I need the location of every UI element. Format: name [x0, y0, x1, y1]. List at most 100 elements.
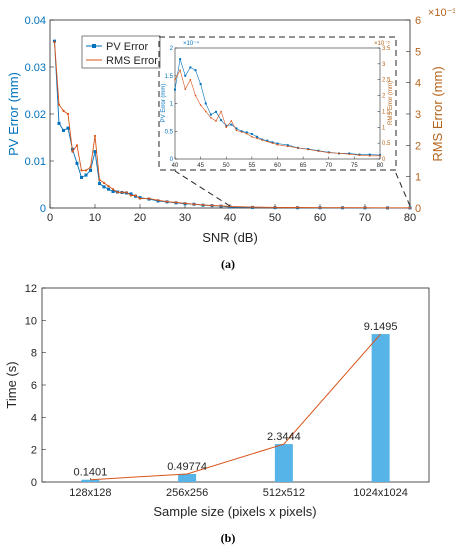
inset-y-right-tick-label: 1 — [382, 125, 386, 131]
pv-point — [57, 121, 61, 125]
inset-rms-point — [199, 104, 202, 106]
inset-rms-point — [256, 137, 258, 140]
bar-512x512 — [274, 444, 293, 482]
rms-point — [273, 206, 277, 209]
y-right-tick-label: 3 — [415, 109, 421, 121]
inset-left-exponent: ×10⁻⁴ — [183, 40, 199, 47]
inset-rms-point — [317, 150, 320, 152]
x-tick-label: 80 — [404, 212, 416, 224]
pv-point — [98, 182, 101, 186]
panel-a-right-exponent: ×10⁻³ — [428, 7, 455, 19]
inset-rms-point — [271, 142, 274, 144]
inset-y-left-tick-label: 1.5 — [165, 74, 174, 80]
panel-a-y-left-ticks: 0 0.01 0.02 0.03 0.04 — [25, 15, 54, 215]
y-right-tick-label: 1 — [415, 172, 421, 184]
inset-pv-point — [235, 127, 238, 130]
inset-pv-point — [220, 119, 223, 122]
inset-pv-point — [215, 110, 217, 113]
y-left-tick-label: 0.04 — [25, 15, 46, 27]
rms-point — [296, 206, 299, 209]
rms-point — [107, 184, 110, 188]
inset-y-left-tick-label: 0.5 — [165, 129, 174, 135]
inset-rms-point — [297, 147, 299, 149]
pv-point — [66, 126, 70, 130]
inset-rms-point — [276, 143, 279, 146]
legend-box — [81, 35, 161, 69]
panel-a-legend: PV Error RMS Error — [81, 35, 161, 69]
rms-point — [53, 40, 56, 44]
inset-rms-point — [220, 110, 222, 113]
inset-x-ticks: 40 45 50 55 60 65 70 75 80 — [172, 156, 384, 169]
x-tick-label: 1024x1024 — [353, 487, 407, 499]
y-tick-label: 8 — [31, 348, 37, 360]
inset-y-left-tick-label: 0 — [170, 157, 174, 163]
panel-b: 0 2 4 6 8 10 12 128x128 256x256 512x512 1024x1024… — [4, 283, 430, 545]
rms-point — [165, 200, 169, 203]
x-tick-label: 50 — [269, 212, 281, 224]
pv-point — [107, 187, 110, 191]
inset-connector-right — [394, 170, 411, 207]
inset-rms-point — [215, 120, 217, 122]
inset-pv-point — [250, 133, 253, 136]
inset-rms-point — [368, 155, 371, 157]
x-tick-label: 128x128 — [69, 487, 111, 499]
panel-b-plot-frame — [41, 287, 430, 483]
inset-y-right-tick-label: 3 — [382, 62, 386, 68]
pv-point — [102, 185, 106, 189]
inset-rms-point — [251, 136, 253, 138]
pv-point — [75, 161, 79, 165]
inset-pv-point — [194, 69, 197, 72]
x-tick-label: 512x512 — [263, 487, 305, 499]
inset-pv-point — [276, 142, 279, 145]
inset-connector-left — [174, 170, 231, 207]
pv-point — [111, 190, 115, 194]
panel-a-x-ticks: 0 10 20 30 40 50 60 70 80 — [47, 204, 416, 224]
inset-rms-point — [307, 148, 310, 151]
y-right-tick-label: 4 — [415, 78, 421, 90]
y-tick-label: 4 — [31, 412, 37, 424]
rms-point — [102, 181, 106, 185]
inset-x-tick-label: 80 — [377, 163, 384, 169]
inset-pv-point — [189, 66, 192, 69]
inset-y-left-ticks: 0 0.5 1 1.5 2 — [165, 46, 178, 163]
y-left-tick-label: 0.01 — [25, 156, 46, 168]
panel-a-right-axis-title: RMS Error (mm) — [430, 66, 445, 161]
legend-pv-label: PV Error — [106, 41, 149, 53]
inset-right-exponent: ×10⁻⁵ — [374, 40, 390, 47]
rms-point — [318, 206, 322, 209]
rms-point — [71, 150, 74, 153]
inset-pv-point — [179, 58, 182, 61]
x-tick-label: 10 — [89, 212, 101, 224]
inset-y-right-tick-label: 0 — [382, 157, 386, 163]
pv-point — [93, 150, 97, 154]
rms-point — [84, 169, 88, 172]
y-right-tick-label: 2 — [415, 140, 421, 152]
pv-point — [84, 173, 88, 177]
y-right-tick-label: 0 — [415, 203, 421, 215]
inset-y-left-tick-label: 1 — [170, 102, 174, 108]
rms-point — [251, 205, 254, 209]
inset-y-right-tick-label: 2.5 — [382, 78, 391, 84]
panel-a-caption: (a) — [221, 257, 235, 271]
x-tick-label: 70 — [359, 212, 371, 224]
bar-256x256 — [178, 473, 197, 482]
pv-point — [62, 128, 65, 132]
panel-b-bars — [81, 334, 390, 482]
panel-b-caption: (b) — [221, 531, 236, 545]
inset-pv-point — [204, 102, 207, 105]
inset-y-right-tick-label: 2 — [382, 94, 386, 100]
inset-y-left-tick-label: 2 — [170, 46, 174, 52]
inset-pv-point — [256, 135, 258, 138]
inset-y-right-tick-label: 0.5 — [382, 141, 391, 147]
inset-x-tick-label: 70 — [325, 163, 332, 169]
inset-x-tick-label: 45 — [197, 163, 204, 169]
x-tick-label: 30 — [179, 212, 191, 224]
inset-x-tick-label: 60 — [274, 163, 281, 169]
x-tick-label: 256x256 — [166, 487, 208, 499]
y-left-tick-label: 0.03 — [25, 62, 46, 74]
panel-a-y-right-ticks: 0 1 2 3 4 5 6 — [406, 15, 421, 215]
inset-rms-point — [245, 132, 248, 135]
inset-pv-point — [286, 144, 289, 147]
inset-rms-point — [210, 116, 212, 119]
rms-point — [183, 202, 187, 205]
